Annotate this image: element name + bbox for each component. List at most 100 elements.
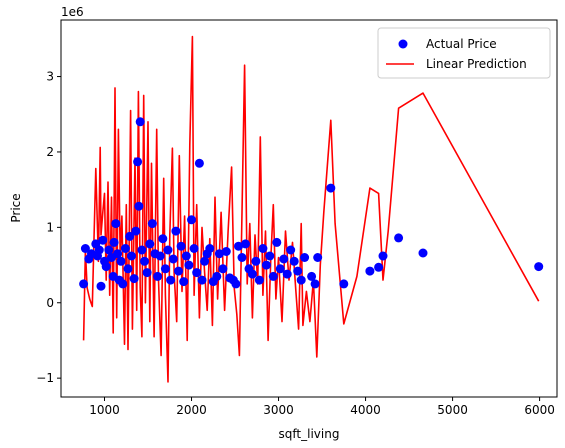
y-tick-label: 2 — [46, 145, 54, 159]
actual-price-point — [197, 275, 207, 285]
actual-price-point — [296, 275, 306, 285]
legend-marker-actual — [398, 39, 408, 49]
legend: Actual Price Linear Prediction — [377, 27, 551, 79]
actual-price-point — [131, 226, 141, 236]
actual-price-point — [101, 262, 111, 272]
actual-price-point — [307, 271, 317, 281]
actual-price-point — [166, 275, 176, 285]
y-tick-label: 1 — [46, 220, 54, 234]
x-tick-label: 6000 — [524, 403, 555, 417]
actual-price-point — [125, 231, 135, 241]
actual-price-point — [310, 279, 320, 289]
actual-price-point — [142, 268, 152, 278]
actual-price-point — [214, 249, 224, 259]
legend-label-prediction: Linear Prediction — [426, 57, 527, 71]
actual-price-point — [168, 254, 178, 264]
actual-price-point — [286, 245, 296, 255]
actual-price-point — [179, 277, 189, 287]
actual-price-point — [145, 239, 155, 249]
actual-price-point — [272, 237, 282, 247]
actual-price-point — [205, 244, 215, 253]
actual-price-point — [94, 245, 104, 255]
x-tick-label: 3000 — [263, 403, 294, 417]
actual-price-point — [234, 241, 243, 251]
x-tick-label: 5000 — [437, 403, 468, 417]
x-tick-label: 2000 — [176, 403, 207, 417]
actual-price-point — [116, 256, 126, 266]
actual-price-point — [111, 219, 121, 229]
actual-price-point — [326, 183, 336, 193]
actual-price-point — [275, 264, 285, 274]
actual-price-point — [135, 117, 145, 127]
actual-price-point — [96, 281, 106, 291]
legend-label-actual: Actual Price — [426, 37, 497, 51]
actual-price-point — [200, 256, 210, 266]
actual-price-point — [378, 251, 388, 261]
actual-price-point — [147, 219, 157, 229]
y-tick-label: −1 — [36, 371, 54, 385]
actual-price-point — [251, 256, 261, 266]
y-axis: −1 0 1 2 3 — [36, 70, 61, 385]
actual-price-point — [80, 244, 90, 253]
actual-price-point — [293, 266, 303, 276]
actual-price-point — [181, 251, 191, 261]
actual-price-point — [187, 215, 196, 225]
x-axis-label: sqft_living — [279, 427, 340, 441]
actual-price-point — [258, 244, 268, 253]
actual-price-point — [123, 264, 133, 274]
actual-price-point — [176, 241, 186, 251]
y-tick-label: 0 — [46, 296, 54, 310]
actual-price-point — [247, 269, 257, 279]
actual-price-point — [418, 248, 428, 258]
actual-price-point — [221, 247, 231, 256]
actual-price-point — [289, 256, 299, 266]
actual-price-point — [160, 264, 170, 274]
actual-price-point — [237, 253, 247, 262]
actual-price-point — [241, 239, 250, 249]
x-axis: 1000 2000 3000 4000 5000 6000 — [89, 397, 555, 417]
scatter-layer — [79, 117, 544, 291]
actual-price-point — [129, 274, 139, 284]
y-offset-label: 1e6 — [61, 5, 84, 19]
actual-price-point — [300, 253, 310, 262]
actual-price-point — [279, 254, 289, 264]
actual-price-point — [254, 275, 264, 285]
actual-price-point — [153, 271, 163, 281]
actual-price-point — [163, 245, 173, 255]
actual-price-point — [133, 157, 143, 167]
actual-price-point — [339, 279, 349, 289]
actual-price-point — [313, 253, 323, 262]
actual-price-point — [158, 234, 168, 244]
actual-price-point — [134, 201, 144, 211]
actual-price-point — [394, 233, 404, 243]
actual-price-point — [113, 249, 123, 259]
actual-price-point — [192, 268, 202, 278]
actual-price-point — [98, 235, 108, 245]
y-axis-label: Price — [9, 193, 23, 222]
actual-price-point — [212, 271, 222, 281]
x-tick-label: 4000 — [350, 403, 381, 417]
actual-price-point — [109, 237, 119, 247]
actual-price-point — [282, 269, 292, 279]
actual-price-point — [120, 244, 130, 253]
actual-price-point — [189, 244, 199, 253]
actual-price-point — [155, 251, 165, 261]
actual-price-point — [218, 264, 228, 274]
actual-price-point — [79, 279, 89, 289]
actual-price-point — [104, 245, 114, 255]
actual-price-point — [534, 262, 544, 272]
actual-price-point — [374, 262, 384, 272]
actual-price-point — [265, 251, 275, 261]
actual-price-point — [140, 256, 149, 266]
actual-price-point — [268, 271, 278, 281]
actual-price-point — [231, 279, 241, 289]
actual-price-point — [174, 266, 183, 276]
actual-price-point — [365, 266, 375, 276]
actual-price-point — [118, 279, 128, 289]
actual-price-point — [194, 158, 204, 168]
actual-price-point — [261, 260, 271, 270]
y-tick-label: 3 — [46, 70, 54, 84]
actual-price-point — [184, 260, 194, 270]
actual-price-point — [137, 245, 147, 255]
actual-price-point — [127, 251, 136, 261]
